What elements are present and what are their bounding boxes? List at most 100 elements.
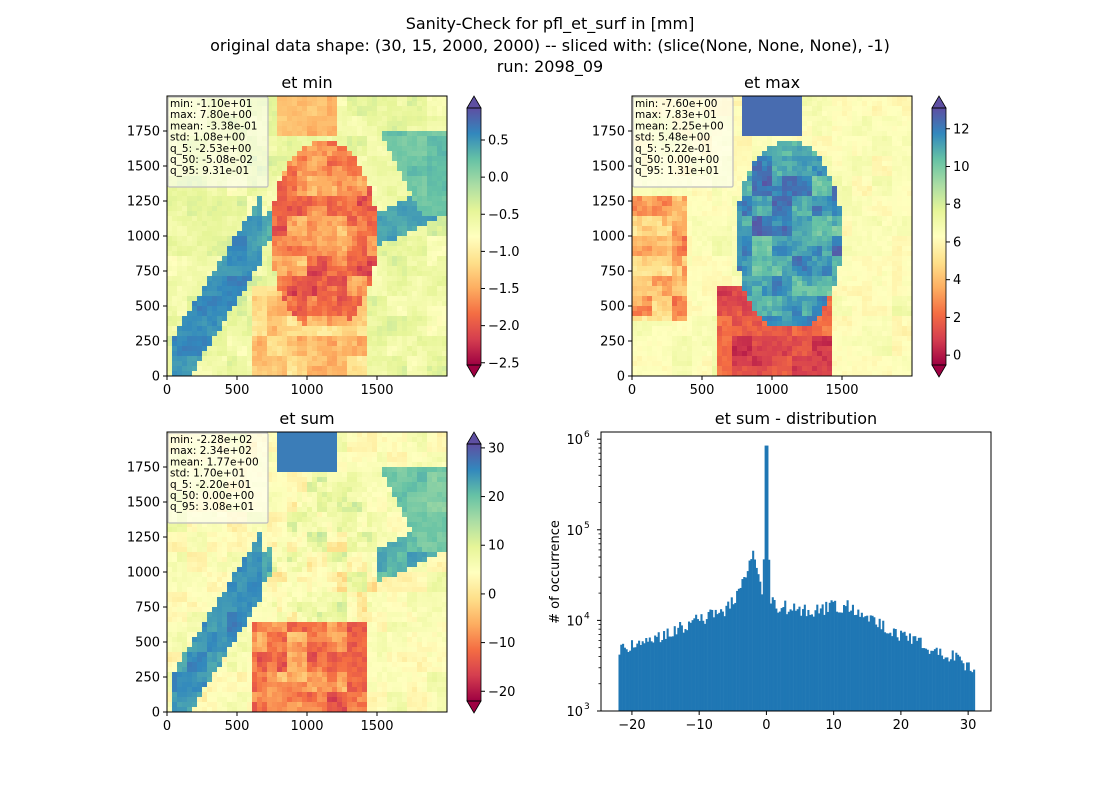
heatmap-cell: [367, 101, 373, 107]
heatmap-cell: [897, 106, 903, 112]
heatmap-cell: [252, 356, 258, 362]
heatmap-cell: [347, 236, 353, 242]
heatmap-cell: [842, 241, 848, 247]
heatmap-cell: [367, 126, 373, 132]
heatmap-cell: [352, 226, 358, 232]
heatmap-cell: [282, 116, 288, 122]
heatmap-cell: [287, 356, 293, 362]
heatmap-cell: [172, 246, 178, 252]
heatmap-cell: [207, 281, 213, 287]
heatmap-cell: [402, 351, 408, 357]
heatmap-cell: [317, 321, 323, 327]
heatmap-cell: [427, 296, 433, 302]
heatmap-cell: [302, 201, 308, 207]
heatmap-cell: [262, 276, 268, 282]
heatmap-cell: [382, 286, 388, 292]
heatmap-cell: [182, 361, 188, 367]
heatmap-cell: [757, 231, 763, 237]
heatmap-cell: [217, 291, 223, 297]
heatmap-cell: [342, 96, 348, 102]
heatmap-cell: [852, 106, 858, 112]
heatmap-cell: [327, 191, 333, 197]
heatmap-cell: [342, 186, 348, 192]
heatmap-cell: [337, 251, 343, 257]
heatmap-cell: [867, 221, 873, 227]
heatmap-cell: [247, 336, 253, 342]
heatmap-cell: [352, 96, 358, 102]
heatmap-cell: [352, 276, 358, 282]
heatmap-cell: [782, 176, 788, 182]
heatmap-cell: [382, 256, 388, 262]
heatmap-cell: [402, 361, 408, 367]
heatmap-cell: [882, 196, 888, 202]
heatmap-cell: [892, 226, 898, 232]
heatmap-cell: [882, 251, 888, 257]
heatmap-cell: [902, 136, 908, 142]
heatmap-cell: [697, 236, 703, 242]
heatmap-cell: [342, 276, 348, 282]
heatmap-cell: [367, 236, 373, 242]
heatmap-cell: [312, 226, 318, 232]
heatmap-cell: [862, 251, 868, 257]
heatmap-cell: [827, 196, 833, 202]
heatmap-cell: [797, 201, 803, 207]
heatmap-cell: [287, 291, 293, 297]
heatmap-cell: [857, 216, 863, 222]
heatmap-cell: [827, 211, 833, 217]
heatmap-cell: [772, 121, 778, 127]
heatmap-cell: [227, 246, 233, 252]
heatmap-cell: [302, 141, 308, 147]
heatmap-cell: [167, 326, 173, 332]
heatmap-cell: [427, 286, 433, 292]
heatmap-cell: [197, 316, 203, 322]
heatmap-cell: [197, 246, 203, 252]
heatmap-cell: [392, 146, 398, 152]
heatmap-cell: [692, 196, 698, 202]
heatmap-cell: [407, 106, 413, 112]
heatmap-cell: [907, 146, 912, 152]
heatmap-cell: [307, 196, 313, 202]
heatmap-cell: [867, 136, 873, 142]
heatmap-cell: [212, 241, 218, 247]
heatmap-cell: [282, 221, 288, 227]
heatmap-cell: [742, 196, 748, 202]
heatmap-cell: [307, 336, 313, 342]
heatmap-cell: [772, 191, 778, 197]
heatmap-cell: [852, 141, 858, 147]
heatmap-cell: [807, 226, 813, 232]
heatmap-cell: [337, 171, 343, 177]
heatmap-cell: [377, 171, 383, 177]
heatmap-cell: [417, 321, 423, 327]
heatmap-cell: [247, 201, 253, 207]
heatmap-cell: [897, 156, 903, 162]
heatmap-cell: [292, 151, 298, 157]
heatmap-cell: [802, 161, 808, 167]
heatmap-cell: [827, 181, 833, 187]
heatmap-cell: [902, 231, 908, 237]
heatmap-cell: [837, 171, 843, 177]
heatmap-cell: [397, 96, 403, 102]
heatmap-cell: [747, 116, 753, 122]
heatmap-cell: [242, 206, 248, 212]
heatmap-cell: [247, 281, 253, 287]
heatmap-cell: [177, 296, 183, 302]
heatmap-cell: [717, 226, 723, 232]
heatmap-cell: [172, 301, 178, 307]
heatmap-cell: [872, 236, 878, 242]
heatmap-cell: [382, 336, 388, 342]
heatmap-cell: [407, 141, 413, 147]
heatmap-cell: [862, 136, 868, 142]
heatmap-cell: [827, 106, 833, 112]
heatmap-cell: [232, 206, 238, 212]
heatmap-cell: [347, 186, 353, 192]
heatmap-cell: [412, 261, 418, 267]
heatmap-cell: [832, 181, 838, 187]
heatmap-cell: [272, 336, 278, 342]
heatmap-cell: [357, 266, 363, 272]
heatmap-cell: [882, 211, 888, 217]
heatmap-cell: [182, 256, 188, 262]
heatmap-cell: [212, 371, 218, 376]
heatmap-cell: [842, 201, 848, 207]
heatmap-cell: [782, 251, 788, 257]
heatmap-cell: [757, 216, 763, 222]
